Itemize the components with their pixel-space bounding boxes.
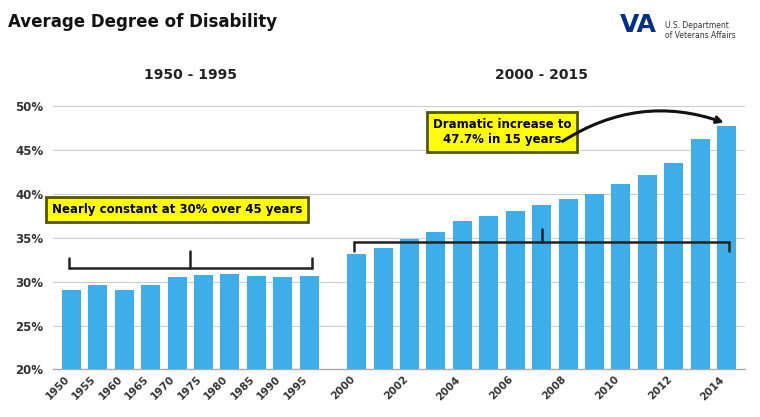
Bar xyxy=(194,275,213,417)
Bar xyxy=(400,239,419,417)
Bar xyxy=(274,277,293,417)
Bar xyxy=(347,254,366,417)
Bar xyxy=(664,163,683,417)
Text: Dramatic increase to
47.7% in 15 years: Dramatic increase to 47.7% in 15 years xyxy=(432,118,572,146)
Bar xyxy=(220,274,239,417)
Bar xyxy=(141,285,160,417)
Bar xyxy=(691,139,710,417)
Bar xyxy=(88,285,107,417)
Text: VA: VA xyxy=(619,13,657,37)
Bar xyxy=(505,211,524,417)
Bar xyxy=(532,205,551,417)
Bar xyxy=(717,126,736,417)
Text: Nearly constant at 30% over 45 years: Nearly constant at 30% over 45 years xyxy=(52,203,302,216)
Bar xyxy=(374,248,393,417)
Bar xyxy=(559,199,578,417)
Bar xyxy=(453,221,472,417)
Bar xyxy=(611,184,630,417)
Bar xyxy=(62,290,81,417)
Bar xyxy=(638,176,657,417)
Text: Average Degree of Disability: Average Degree of Disability xyxy=(8,13,277,30)
Bar xyxy=(299,276,318,417)
Bar xyxy=(585,194,604,417)
Bar xyxy=(115,289,134,417)
Bar xyxy=(426,232,445,417)
Bar xyxy=(247,276,266,417)
Text: 2000 - 2015: 2000 - 2015 xyxy=(495,68,588,82)
Bar xyxy=(168,277,187,417)
Text: U.S. Department
of Veterans Affairs: U.S. Department of Veterans Affairs xyxy=(665,21,736,40)
Bar xyxy=(480,216,499,417)
Text: 1950 - 1995: 1950 - 1995 xyxy=(144,68,237,82)
